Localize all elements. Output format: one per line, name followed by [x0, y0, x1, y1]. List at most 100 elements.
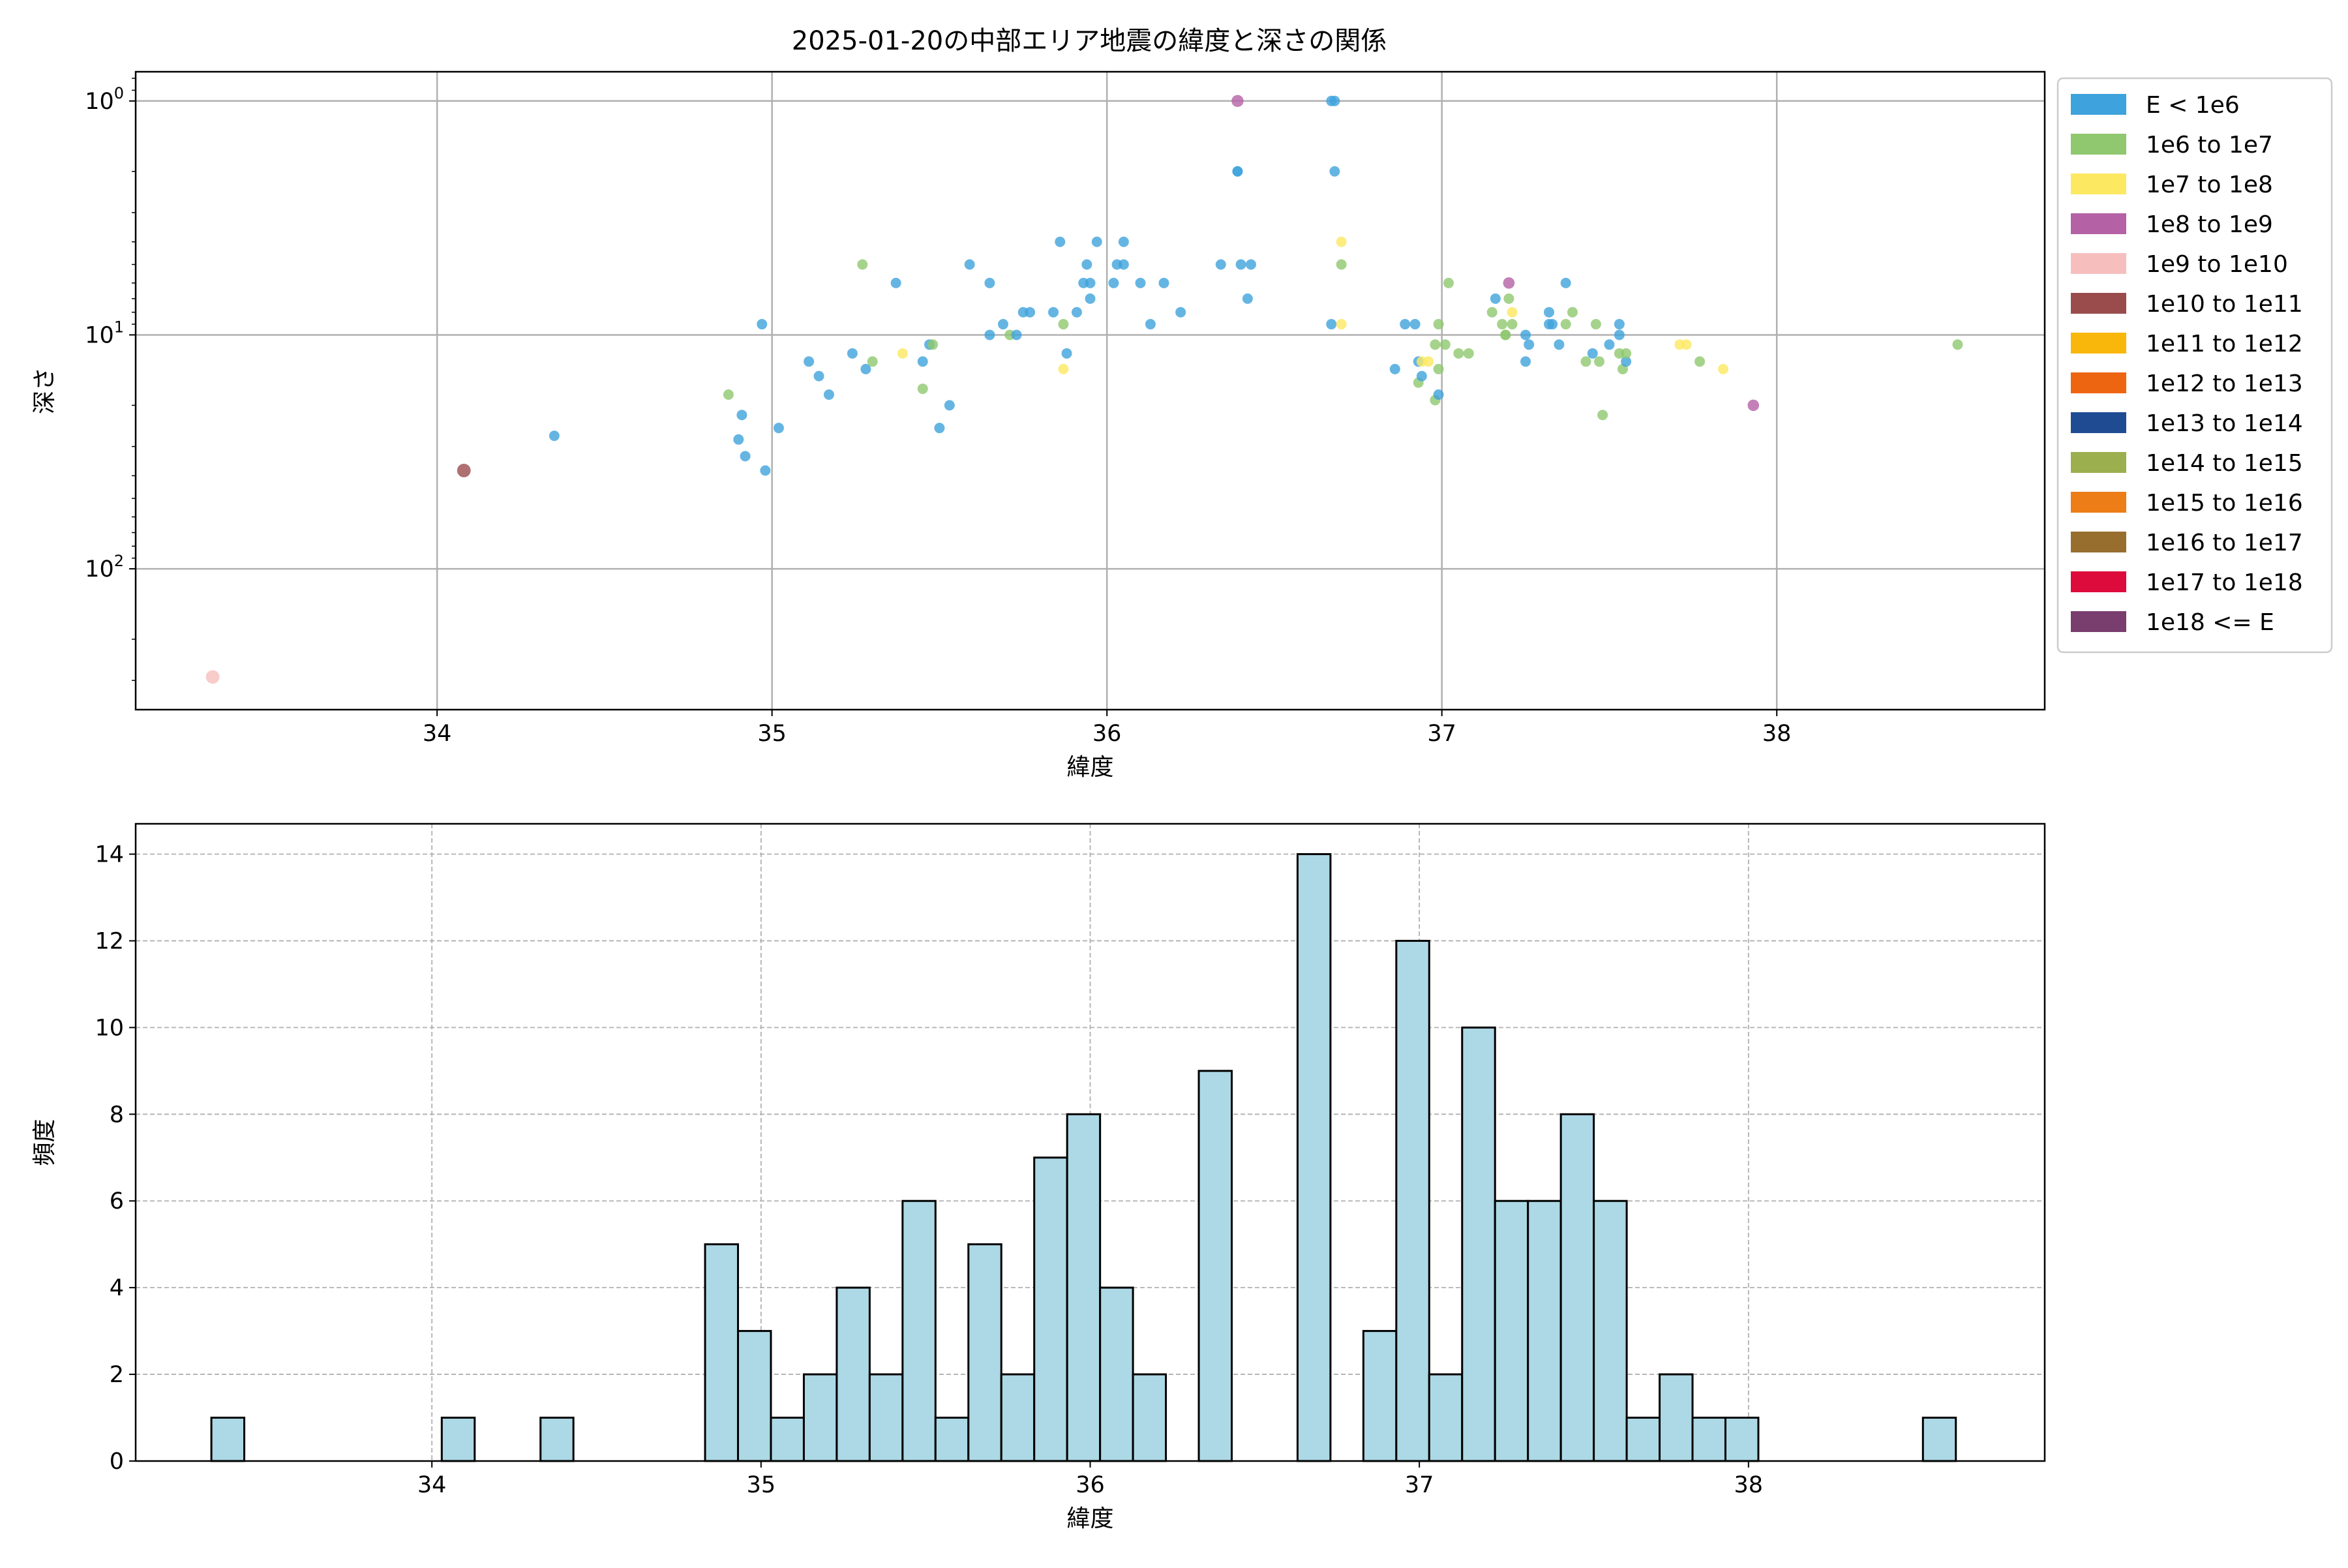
data-point [1604, 339, 1615, 350]
data-point [1433, 363, 1444, 374]
data-point [867, 356, 878, 367]
data-point [1071, 307, 1082, 318]
legend: E < 1e6 1e6 to 1e7 1e7 to 1e8 1e8 to 1e9 1e9… [2056, 77, 2333, 654]
data-point [1503, 277, 1515, 289]
data-point [1048, 307, 1059, 318]
histogram-bar [1593, 1199, 1628, 1462]
x-tick-label: 35 [747, 1472, 776, 1498]
data-point [1554, 339, 1565, 350]
legend-swatch [2071, 293, 2126, 314]
x-tick-label: 37 [1405, 1472, 1434, 1498]
histogram-bar [1132, 1373, 1167, 1462]
histogram-bar [1362, 1330, 1398, 1462]
histogram-bar [1559, 1113, 1595, 1462]
data-point [964, 259, 975, 270]
data-point [804, 356, 815, 367]
legend-swatch [2071, 532, 2126, 552]
histogram-bar [1000, 1373, 1036, 1462]
histogram-bar [1099, 1286, 1134, 1462]
legend-label: 1e15 to 1e16 [2146, 490, 2303, 517]
legend-swatch [2071, 611, 2126, 632]
histogram-bar [210, 1417, 246, 1462]
legend-swatch [2071, 412, 2126, 433]
data-point [1463, 348, 1474, 359]
histogram-bar [1921, 1417, 1957, 1462]
y-tick-label: 2 [110, 1362, 124, 1388]
data-point [984, 277, 995, 288]
data-point [1621, 348, 1632, 359]
data-point [457, 463, 471, 477]
data-point [1085, 277, 1096, 288]
histogram-bar [901, 1199, 937, 1462]
legend-swatch [2071, 253, 2126, 274]
data-point [1145, 319, 1156, 330]
x-tick-label: 38 [1762, 721, 1792, 747]
data-point [917, 384, 928, 395]
data-point [860, 363, 871, 374]
data-point [1215, 259, 1226, 270]
histogram-bar [1625, 1417, 1661, 1462]
data-point [1453, 348, 1464, 359]
x-tick-label: 35 [757, 721, 787, 747]
histogram-bar [737, 1330, 772, 1462]
legend-label: 1e11 to 1e12 [2146, 331, 2303, 357]
data-point [1055, 236, 1066, 247]
data-point [1091, 236, 1102, 247]
data-point [1747, 399, 1760, 412]
data-point [984, 329, 995, 340]
data-point [1580, 356, 1591, 367]
data-point [1175, 307, 1186, 318]
histogram-bar [1527, 1199, 1562, 1462]
legend-swatch [2071, 372, 2126, 393]
data-point [1058, 319, 1069, 330]
y-tick-label: 0 [110, 1449, 124, 1475]
plot-frame [134, 70, 2046, 711]
data-point [1400, 319, 1411, 330]
data-point [1439, 339, 1451, 350]
data-point [1681, 339, 1692, 350]
legend-swatch [2071, 333, 2126, 354]
legend-label: 1e10 to 1e11 [2146, 291, 2303, 318]
y-tick-label: 12 [95, 928, 124, 954]
data-point [1443, 277, 1454, 288]
y-tick-label: 100 [85, 84, 124, 115]
data-point [1326, 319, 1337, 330]
legend-label: 1e13 to 1e14 [2146, 410, 2303, 437]
data-point [1500, 329, 1511, 340]
legend-swatch [2071, 492, 2126, 513]
histogram-bar [802, 1373, 838, 1462]
x-tick-label: 34 [423, 721, 452, 747]
legend-box [2056, 77, 2333, 654]
data-point [1486, 307, 1498, 318]
data-point [1409, 319, 1421, 330]
histogram-bar [770, 1417, 805, 1462]
y-tick-label: 14 [95, 842, 124, 868]
data-point [760, 465, 771, 476]
data-point [847, 348, 858, 359]
x-tick-label: 38 [1734, 1472, 1764, 1498]
legend-label: 1e12 to 1e13 [2146, 370, 2303, 397]
data-point [1058, 363, 1069, 374]
data-point [1590, 319, 1601, 330]
data-point [1108, 277, 1119, 288]
histogram-bar [1461, 1026, 1496, 1462]
histogram-bar [1724, 1417, 1760, 1462]
x-tick-label: 34 [417, 1472, 447, 1498]
legend-label: 1e14 to 1e15 [2146, 450, 2303, 477]
data-point [1560, 277, 1571, 288]
legend-swatch [2071, 94, 2126, 115]
data-point [1336, 259, 1347, 270]
data-point [1232, 166, 1243, 177]
data-point [1118, 236, 1129, 247]
data-point [1336, 319, 1347, 330]
data-point [1389, 363, 1400, 374]
histogram-plot: 0 2 4 6 8 10 12 14 34 35 36 37 38 緯度 頻度 [31, 822, 2046, 1532]
data-point [1433, 389, 1444, 400]
data-point [733, 434, 744, 445]
legend-label: 1e16 to 1e17 [2146, 530, 2303, 556]
data-point [1329, 95, 1340, 106]
data-point [1242, 293, 1253, 304]
legend-swatch [2071, 571, 2126, 592]
data-point [917, 356, 928, 367]
